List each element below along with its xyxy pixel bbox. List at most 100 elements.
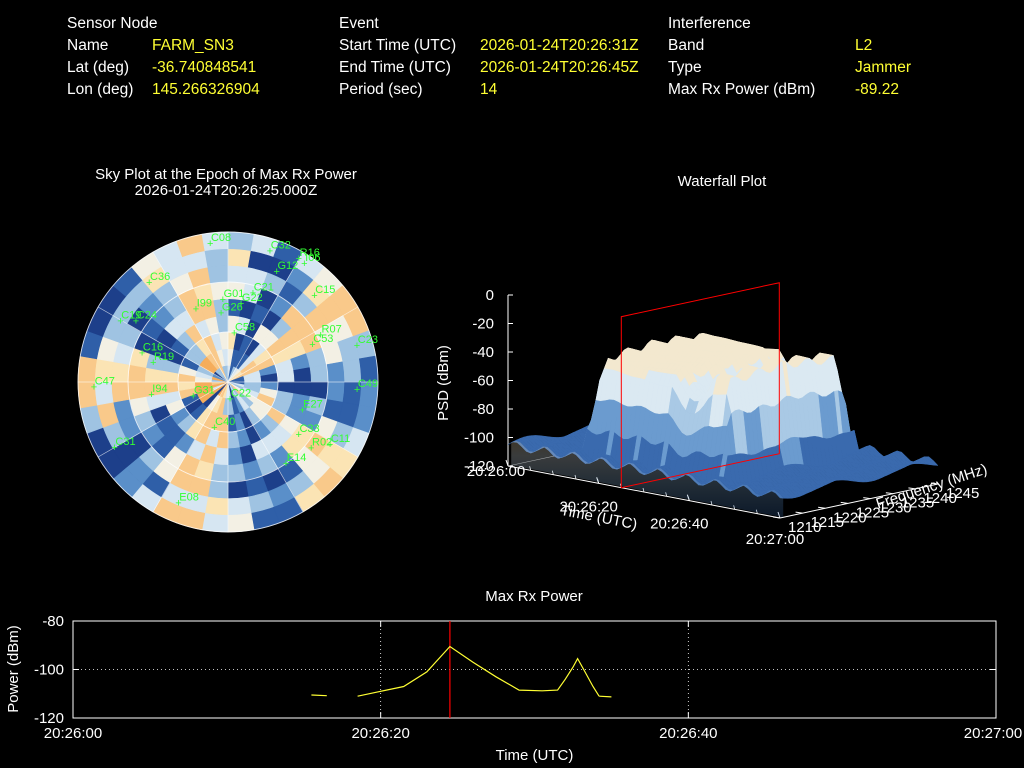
x-tick-label: 20:26:20 <box>351 725 409 742</box>
satellite-label: G26 <box>222 301 243 313</box>
sky-grid-spoke <box>97 381 229 458</box>
satellite-label: G12 <box>277 260 298 272</box>
satellite-marker: + <box>295 429 301 441</box>
satellite-marker: + <box>299 404 305 416</box>
psd-tick-label: 0 <box>486 287 494 304</box>
name-label: Name <box>67 37 109 54</box>
satellite-label: C22 <box>231 387 251 399</box>
sky-grid-spoke <box>227 306 359 383</box>
sensor-heading: Sensor Node <box>67 15 158 32</box>
interference-block: Interference Band L2 Type Jammer Max Rx Po… <box>668 13 911 101</box>
satellite-marker: + <box>354 340 360 352</box>
sky-grid-spoke <box>227 251 304 383</box>
interference-heading: Interference <box>668 15 751 32</box>
satellite-marker: + <box>231 327 237 339</box>
satellite-marker: + <box>238 298 244 310</box>
satellite-marker: + <box>190 391 196 403</box>
x-tick-label: 20:26:40 <box>659 725 717 742</box>
freq-tick <box>885 492 893 495</box>
satellite-marker: + <box>193 303 199 315</box>
start-time-value: 2026-01-24T20:26:31Z <box>480 37 639 54</box>
satellite-marker: + <box>220 294 226 306</box>
max-rx-power-value: -89.22 <box>855 81 899 98</box>
satellite-label: C08 <box>211 232 231 244</box>
satellite-label: C36 <box>150 271 170 283</box>
psd-tick-label: -20 <box>472 316 494 333</box>
time-tick-label: 20:26:20 <box>559 498 617 515</box>
satellite-marker: + <box>146 277 152 289</box>
satellite-label: C16 <box>143 342 163 354</box>
sky-heatmap <box>77 231 379 533</box>
satellite-label: C21 <box>254 281 274 293</box>
satellite-label: C49 <box>358 378 378 390</box>
satellite-marker: + <box>211 422 217 434</box>
satellite-label: R07 <box>322 323 342 335</box>
satellite-label: I06 <box>305 252 320 264</box>
satellite-marker: + <box>91 382 97 394</box>
satellite-label: R16 <box>300 247 320 259</box>
satellite-marker: + <box>117 315 123 327</box>
psd-axis-label: PSD (dBm) <box>435 345 452 421</box>
satellite-label: I94 <box>152 383 167 395</box>
sky-grid-spoke <box>227 381 304 513</box>
lat-label: Lat (deg) <box>67 59 130 76</box>
lon-value: 145.266326904 <box>152 81 260 98</box>
freq-tick-label: 1240 <box>923 490 956 507</box>
y-tick-label: -80 <box>42 613 64 630</box>
satellite-label: C31 <box>115 436 135 448</box>
satellite-marker: + <box>133 315 139 327</box>
event-block: Event Start Time (UTC) 2026-01-24T20:26:3… <box>339 13 639 101</box>
satellite-label: C33 <box>299 423 319 435</box>
satellite-label: R19 <box>154 351 174 363</box>
lat-value: -36.740848541 <box>152 59 257 76</box>
max-rx-power-label: Max Rx Power (dBm) <box>668 81 816 98</box>
satellite-label: G31 <box>194 385 215 397</box>
satellite-label: C19 <box>121 309 141 321</box>
sky-grid-spoke <box>152 381 229 513</box>
satellite-label: C24 <box>137 309 157 321</box>
satellite-label: G22 <box>242 292 263 304</box>
satellite-label: E27 <box>303 398 323 410</box>
satellite-marker: + <box>311 290 317 302</box>
frequency-axis <box>779 483 939 519</box>
satellite-marker: + <box>296 253 302 265</box>
satellite-marker: + <box>250 287 256 299</box>
satellite-label: C32 <box>271 239 291 251</box>
waterfall-title: Waterfall Plot <box>677 173 767 190</box>
satellite-marker: + <box>227 393 233 405</box>
freq-tick-label: 1230 <box>878 500 911 517</box>
time-tick <box>505 459 509 467</box>
sensor-node-block: Sensor Node Name FARM_SN3 Lat (deg) -36.74… <box>67 13 260 101</box>
freq-tick-label: 1215 <box>811 514 844 531</box>
band-value: L2 <box>855 37 873 54</box>
satellite-marker: + <box>175 498 181 510</box>
satellite-label: G01 <box>224 288 245 300</box>
type-label: Type <box>668 59 702 76</box>
y-tick-label: -100 <box>34 662 64 679</box>
satellite-marker: + <box>308 443 314 455</box>
satellite-label: C53 <box>313 333 333 345</box>
psd-tick-label: -100 <box>464 430 494 447</box>
end-time-value: 2026-01-24T20:26:45Z <box>480 59 639 76</box>
end-time-label: End Time (UTC) <box>339 59 451 76</box>
psd-tick-label: -40 <box>472 344 494 361</box>
freq-tick <box>930 482 939 485</box>
lon-label: Lon (deg) <box>67 81 134 98</box>
sky-grid-spoke <box>152 251 229 383</box>
freq-tick <box>863 497 871 500</box>
satellite-label: C58 <box>235 321 255 333</box>
power-trace-segment <box>311 694 327 697</box>
psd-tick-label: -60 <box>472 373 494 390</box>
sky-grid-spoke <box>227 381 359 458</box>
satellite-label: R02 <box>312 437 332 449</box>
period-label: Period (sec) <box>339 81 423 98</box>
satellite-marker: + <box>301 258 307 270</box>
satellite-marker: + <box>309 339 315 351</box>
y-tick-label: -120 <box>34 710 64 727</box>
freq-tick-label: 1225 <box>856 504 889 521</box>
satellite-marker: + <box>139 348 145 360</box>
time-tick-label: 20:27:00 <box>746 531 804 548</box>
